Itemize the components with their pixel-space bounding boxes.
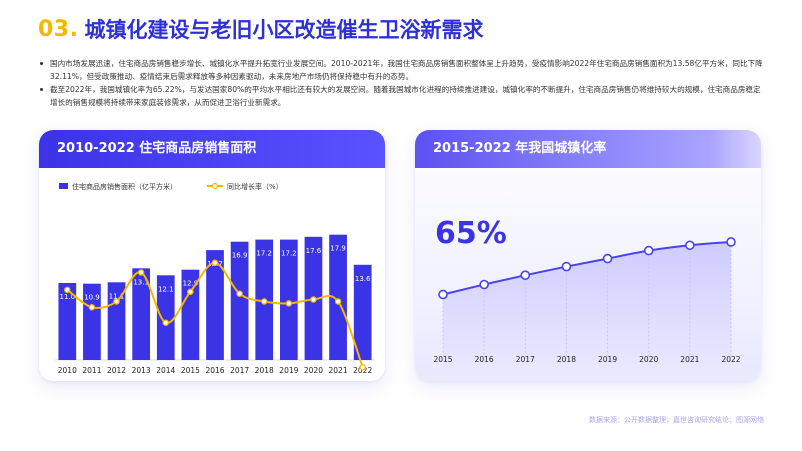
bar-value-label: 12.9: [183, 280, 199, 288]
urbanization-card-title: 2015-2022 年我国城镇化率: [415, 130, 761, 168]
sales-area-card: 2010-2022 住宅商品房销售面积 住宅商品房销售面积（亿平方米） 同比增长率…: [39, 130, 385, 381]
bar-value-label: 13.6: [355, 275, 371, 283]
x-tick-label: 2016: [205, 366, 224, 375]
urbanization-card: 2015-2022 年我国城镇化率 65% 2015 2016 2017 2018 201…: [415, 130, 761, 381]
x-tick-label: 2021: [329, 366, 348, 375]
legend-line-label: 同比增长率（%）: [227, 182, 283, 191]
x-tick-label: 2019: [598, 355, 617, 364]
bar: [230, 241, 249, 360]
urbanization-point: [643, 245, 654, 256]
x-tick-label: 2015: [181, 366, 200, 375]
growth-rate-point: [310, 296, 317, 303]
x-tick-label: 2021: [680, 355, 699, 364]
x-tick-label: 2020: [639, 355, 658, 364]
x-tick-label: 2022: [353, 366, 372, 375]
x-tick-label: 2017: [516, 355, 535, 364]
x-tick-label: 2018: [255, 366, 274, 375]
x-tick-label: 2014: [156, 366, 175, 375]
growth-rate-point: [359, 363, 366, 371]
bullet-item: 截至2022年，我国城镇化率为65.22%，与发达国家80%的平均水平相比还有较…: [38, 83, 768, 109]
urbanization-point: [520, 270, 531, 280]
urbanization-big-value: 65%: [435, 216, 507, 251]
bar: [156, 275, 175, 360]
growth-rate-point: [113, 298, 120, 305]
x-tick-label: 2010: [58, 366, 77, 375]
bar-value-label: 16.9: [232, 252, 248, 260]
growth-rate-point: [334, 298, 342, 305]
urbanization-chart: 65% 2015 2016 2017 2018 2019 2020 2021 2022: [433, 216, 741, 368]
data-source-note: 数据来源：公开数据整理；嘉世咨询研究结论；图源网络: [589, 416, 764, 424]
bar-value-label: 13.1: [133, 278, 149, 286]
urbanization-point: [685, 240, 695, 251]
x-tick-label: 2016: [475, 355, 494, 364]
growth-rate-point: [137, 269, 145, 276]
x-tick-label: 2019: [279, 366, 298, 375]
bar-value-label: 11.1: [109, 292, 125, 300]
bar: [353, 264, 372, 360]
urbanization-area-fill: [443, 241, 731, 368]
section-title: 城镇化建设与老旧小区改造催生卫浴新需求: [84, 18, 484, 42]
bar-value-label: 17.6: [306, 247, 322, 255]
urbanization-point: [561, 261, 572, 272]
legend-bar-label: 住宅商品房销售面积（亿平方米）: [72, 182, 177, 191]
x-tick-label: 2022: [721, 355, 740, 364]
x-tick-label: 2020: [304, 366, 323, 375]
x-tick-label: 2017: [230, 366, 249, 375]
x-tick-label: 2015: [433, 355, 452, 364]
bar: [107, 282, 126, 360]
bar: [83, 283, 101, 360]
bar: [181, 269, 200, 360]
bar-value-label: 17.2: [281, 250, 297, 258]
legend-line-marker: [211, 182, 219, 190]
page-title: 03. 城镇化建设与老旧小区改造催生卫浴新需求: [38, 12, 483, 46]
growth-rate-point: [236, 290, 243, 297]
bar-value-label: 17.2: [256, 250, 272, 258]
x-tick-label: 2011: [82, 366, 101, 375]
x-tick-label: 2018: [557, 355, 576, 364]
bar-value-label: 10.9: [84, 294, 100, 302]
urbanization-point: [438, 289, 448, 300]
bar: [329, 234, 347, 360]
bar: [279, 239, 298, 360]
bullet-item: 国内市场发展迅速，住宅商品房销售稳步增长、城镇化水平提升拓宽行业发展空间。201…: [38, 57, 768, 83]
bar-value-label: 17.9: [330, 245, 346, 253]
bullet-list: 国内市场发展迅速，住宅商品房销售稳步增长、城镇化水平提升拓宽行业发展空间。201…: [38, 57, 768, 109]
bar: [206, 250, 224, 360]
bar-value-label: 11.0: [60, 293, 76, 301]
urbanization-point: [479, 279, 489, 290]
growth-rate-point: [260, 298, 268, 305]
sales-area-chart: 住宅商品房销售面积（亿平方米） 同比增长率（%） 11.0 2010 10.9 2011 1…: [55, 182, 375, 375]
x-tick-label: 2012: [107, 366, 126, 375]
bar: [132, 268, 151, 360]
growth-rate-point: [187, 288, 194, 296]
growth-rate-point: [64, 286, 71, 294]
bar: [58, 283, 77, 360]
x-tick-label: 2013: [132, 366, 151, 375]
growth-rate-point: [211, 259, 219, 267]
urbanization-point: [726, 237, 736, 247]
growth-rate-point: [285, 300, 293, 307]
legend-bar-swatch: [59, 183, 68, 189]
growth-rate-point: [162, 319, 170, 326]
bar-value-label: 12.1: [158, 285, 174, 293]
urbanization-point: [602, 253, 613, 264]
sales-area-card-title: 2010-2022 住宅商品房销售面积: [39, 130, 385, 168]
section-number: 03.: [38, 16, 79, 42]
growth-rate-point: [88, 304, 96, 311]
